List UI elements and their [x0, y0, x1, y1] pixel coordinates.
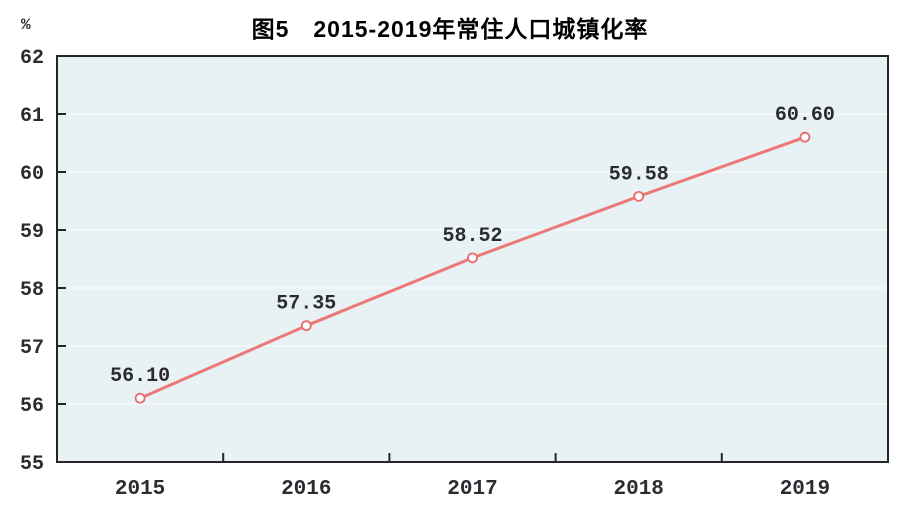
y-tick-label: 56: [20, 395, 44, 418]
data-point-marker: [467, 252, 478, 264]
x-tick-label: 2016: [281, 478, 331, 501]
x-tick-label: 2018: [613, 478, 663, 501]
y-tick-label: 60: [20, 163, 44, 186]
x-tick-label: 2015: [115, 478, 165, 501]
data-point-marker: [300, 320, 312, 332]
data-point-marker: [633, 190, 645, 202]
data-point-marker: [134, 392, 146, 404]
data-point-marker: [799, 131, 811, 143]
x-tick-label: 2019: [780, 478, 830, 501]
x-tick-label: 2017: [447, 478, 497, 501]
y-tick-label: 59: [20, 221, 44, 244]
plot-border: [56, 55, 889, 463]
chart-title: 图5 2015-2019年常住人口城镇化率: [251, 16, 649, 42]
data-point-label: 60.60: [775, 104, 835, 127]
y-axis-unit-label: %: [21, 16, 31, 34]
data-point-label: 57.35: [276, 293, 336, 316]
y-tick-label: 57: [20, 337, 44, 360]
y-tick-label: 62: [20, 47, 44, 70]
y-tick-label: 61: [20, 105, 44, 128]
y-tick-label: 58: [20, 279, 44, 302]
data-point-label: 58.52: [442, 225, 502, 248]
data-point-label: 56.10: [110, 365, 170, 388]
data-point-label: 59.58: [609, 163, 669, 186]
y-tick-label: 55: [20, 453, 44, 476]
